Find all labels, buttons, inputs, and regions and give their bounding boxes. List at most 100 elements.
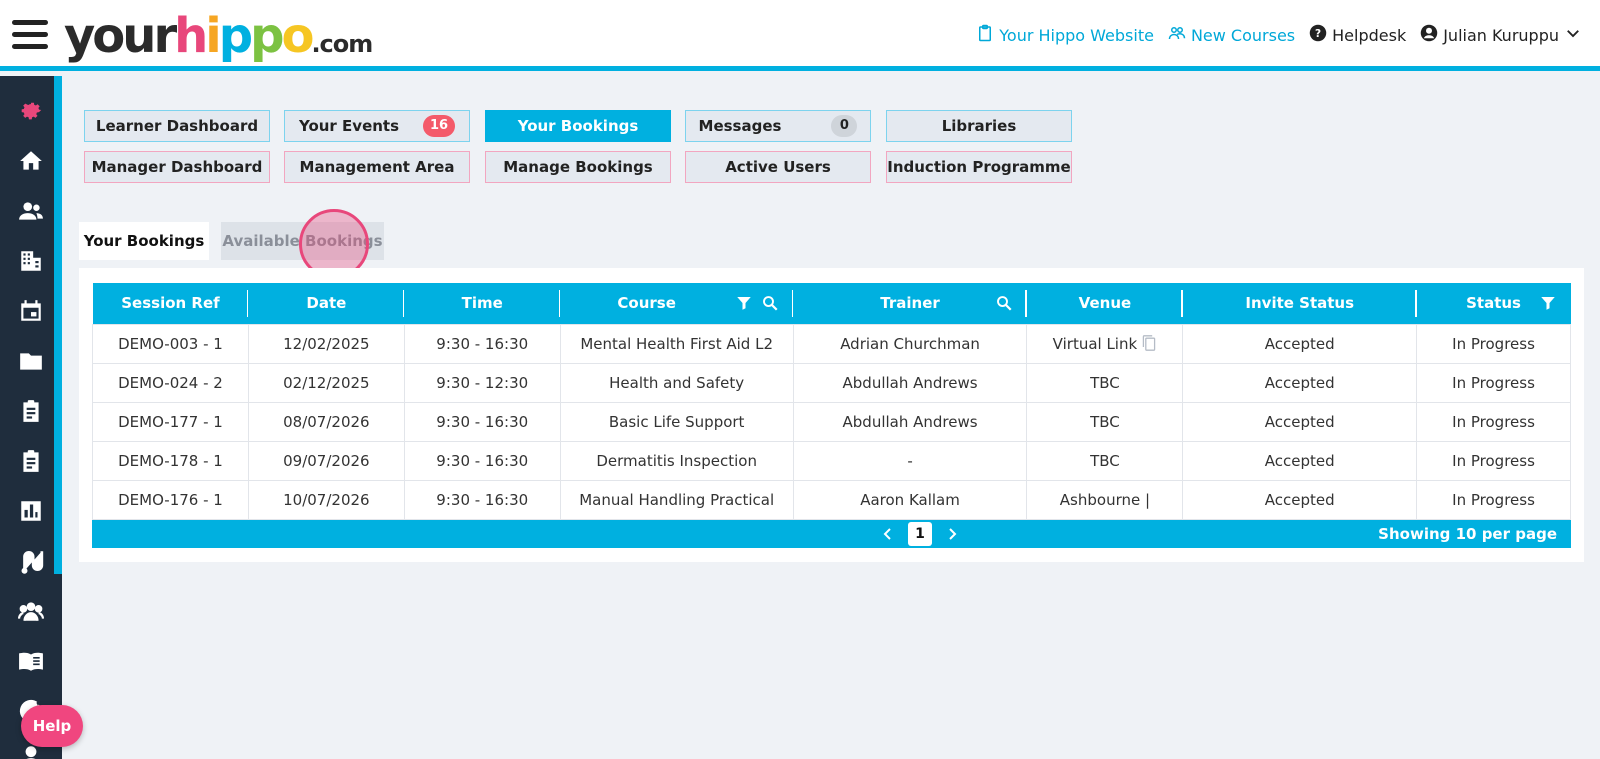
cell-trainer: Adrian Churchman xyxy=(792,323,1028,364)
header-course[interactable]: Course xyxy=(560,283,794,324)
per-page-indicator[interactable]: Showing 10 per page xyxy=(1378,525,1557,543)
top-header: yourhippo.com Your Hippo Website New Cou… xyxy=(0,0,1600,71)
new-courses-label: New Courses xyxy=(1190,25,1296,45)
table-row[interactable]: DEMO-177 - 1 08/07/2026 9:30 - 16:30 Bas… xyxy=(92,401,1571,442)
table-row[interactable]: DEMO-024 - 2 02/12/2025 9:30 - 12:30 Hea… xyxy=(92,362,1571,403)
your-bookings-label: Your Bookings xyxy=(517,117,639,135)
cell-course: Basic Life Support xyxy=(559,401,794,442)
cell-trainer: Abdullah Andrews xyxy=(792,401,1028,442)
manage-bookings-label: Manage Bookings xyxy=(503,158,653,176)
home-icon[interactable] xyxy=(17,147,45,175)
cell-trainer: - xyxy=(792,440,1028,481)
book-icon[interactable] xyxy=(17,647,45,675)
table-row[interactable]: DEMO-176 - 1 10/07/2026 9:30 - 16:30 Man… xyxy=(92,479,1571,520)
clipboard-icon xyxy=(976,24,994,46)
your-hippo-website-link[interactable]: Your Hippo Website xyxy=(976,24,1154,46)
bar-chart-icon[interactable] xyxy=(17,497,45,525)
cell-course: Manual Handling Practical xyxy=(559,479,794,520)
venue-text: Virtual Link xyxy=(1052,335,1138,353)
chevron-down-icon xyxy=(1564,24,1582,46)
header-trainer[interactable]: Trainer xyxy=(793,283,1027,324)
your-events-label: Your Events xyxy=(298,117,400,135)
cell-status: In Progress xyxy=(1416,401,1571,442)
table-row[interactable]: DEMO-178 - 1 09/07/2026 9:30 - 16:30 Der… xyxy=(92,440,1571,481)
manager-dashboard-label: Manager Dashboard xyxy=(91,158,263,176)
management-area-button[interactable]: Management Area xyxy=(284,151,470,183)
user-circle-icon xyxy=(1420,24,1438,46)
header-date[interactable]: Date xyxy=(248,283,405,324)
cell-session-ref: DEMO-024 - 2 xyxy=(92,362,249,403)
hamburger-menu-icon[interactable] xyxy=(12,20,48,52)
cell-invite-status: Accepted xyxy=(1182,401,1418,442)
your-bookings-button[interactable]: Your Bookings xyxy=(485,110,671,142)
header-status[interactable]: Status xyxy=(1416,283,1571,324)
cell-course: Dermatitis Inspection xyxy=(559,440,794,481)
cell-venue: TBC xyxy=(1026,440,1184,481)
cell-status: In Progress xyxy=(1416,323,1571,364)
svg-text:?: ? xyxy=(1315,28,1321,40)
helpdesk-link[interactable]: ? Helpdesk xyxy=(1309,24,1406,46)
learner-dashboard-label: Learner Dashboard xyxy=(95,117,259,135)
manage-bookings-button[interactable]: Manage Bookings xyxy=(485,151,671,183)
new-courses-link[interactable]: New Courses xyxy=(1168,24,1295,46)
tab-your-bookings[interactable]: Your Bookings xyxy=(79,222,209,260)
sidebar-scrollbar[interactable] xyxy=(54,76,62,574)
users-icon[interactable] xyxy=(17,197,45,225)
calendar-icon[interactable] xyxy=(17,297,45,325)
chevron-right-icon[interactable] xyxy=(946,522,958,546)
libraries-label: Libraries xyxy=(941,117,1017,135)
tab-your-bookings-label: Your Bookings xyxy=(83,232,205,250)
yourhippo-logo[interactable]: yourhippo.com xyxy=(64,8,373,64)
header-venue[interactable]: Venue xyxy=(1026,283,1183,324)
your-hippo-website-label: Your Hippo Website xyxy=(999,25,1154,45)
chevron-left-icon[interactable] xyxy=(882,522,894,546)
cell-invite-status: Accepted xyxy=(1182,323,1418,364)
top-links: Your Hippo Website New Courses ? Helpdes… xyxy=(976,24,1582,46)
help-button[interactable]: Help xyxy=(21,705,83,747)
user-menu[interactable]: Julian Kuruppu xyxy=(1420,24,1582,46)
header-invite-status[interactable]: Invite Status xyxy=(1182,283,1417,324)
header-time[interactable]: Time xyxy=(404,283,561,324)
your-events-button[interactable]: Your Events 16 xyxy=(284,110,470,142)
libraries-button[interactable]: Libraries xyxy=(886,110,1072,142)
helpdesk-label: Helpdesk xyxy=(1332,25,1407,45)
cell-status: In Progress xyxy=(1416,479,1571,520)
cell-trainer: Abdullah Andrews xyxy=(792,362,1028,403)
cell-venue: Virtual Link xyxy=(1026,323,1184,364)
tab-available-bookings-label: Available Bookings xyxy=(222,232,383,250)
cell-date: 10/07/2026 xyxy=(247,479,405,520)
page-number-button[interactable]: 1 xyxy=(908,522,932,546)
gear-icon[interactable] xyxy=(17,96,45,124)
people-icon xyxy=(1168,24,1186,46)
search-icon[interactable] xyxy=(761,294,779,316)
cell-course: Mental Health First Aid L2 xyxy=(559,323,794,364)
active-users-button[interactable]: Active Users xyxy=(685,151,871,183)
cell-trainer: Aaron Kallam xyxy=(792,479,1028,520)
learner-dashboard-button[interactable]: Learner Dashboard xyxy=(84,110,270,142)
messages-label: Messages xyxy=(698,117,782,135)
cell-session-ref: DEMO-177 - 1 xyxy=(92,401,249,442)
cell-status: In Progress xyxy=(1416,362,1571,403)
cell-time: 9:30 - 16:30 xyxy=(403,323,561,364)
folder-icon[interactable] xyxy=(17,347,45,375)
header-session-ref[interactable]: Session Ref xyxy=(92,283,249,324)
filter-icon[interactable] xyxy=(1539,294,1557,316)
cell-time: 9:30 - 16:30 xyxy=(403,479,561,520)
induction-programme-button[interactable]: Induction Programme xyxy=(886,151,1072,183)
table-row[interactable]: DEMO-003 - 1 12/02/2025 9:30 - 16:30 Men… xyxy=(92,323,1571,364)
route-icon[interactable] xyxy=(17,547,45,575)
copy-icon[interactable] xyxy=(1137,335,1157,353)
cell-time: 9:30 - 12:30 xyxy=(403,362,561,403)
clipboard-icon[interactable] xyxy=(17,397,45,425)
clipboard-list-icon[interactable] xyxy=(17,447,45,475)
manager-dashboard-button[interactable]: Manager Dashboard xyxy=(84,151,270,183)
user-name: Julian Kuruppu xyxy=(1443,25,1559,45)
building-icon[interactable] xyxy=(17,247,45,275)
cell-invite-status: Accepted xyxy=(1182,440,1418,481)
filter-icon[interactable] xyxy=(735,294,753,316)
search-icon[interactable] xyxy=(995,294,1013,316)
messages-button[interactable]: Messages 0 xyxy=(685,110,871,142)
tab-available-bookings[interactable]: Available Bookings xyxy=(221,222,384,260)
bookings-table: Session Ref Date Time Course Trainer Ven… xyxy=(92,283,1571,520)
group-icon[interactable] xyxy=(17,597,45,625)
